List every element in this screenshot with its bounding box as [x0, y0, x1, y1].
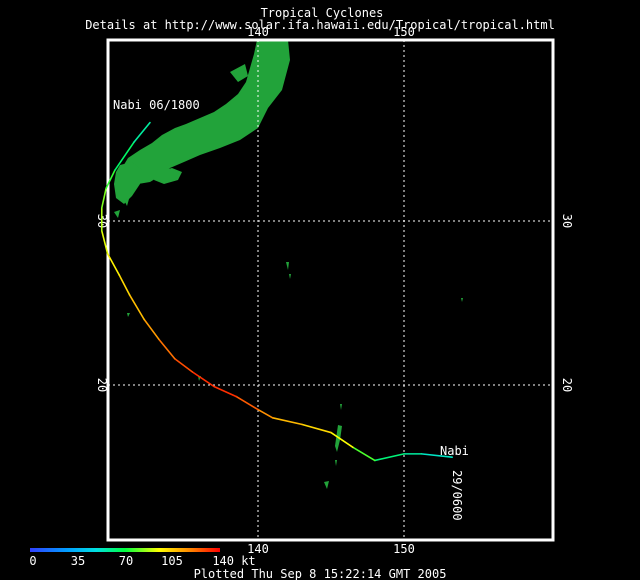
intensity-legend: 0 35 70 105 140 kt: [29, 548, 256, 568]
ryukyu-island-1: [114, 210, 120, 218]
track-segment: [106, 253, 121, 276]
kyushu-landmass: [114, 162, 142, 204]
land-masses: [114, 40, 463, 489]
track-segment: [128, 293, 145, 321]
track-segment: [352, 446, 376, 462]
top-lon-label-150: 150: [393, 25, 415, 39]
track-segment: [420, 453, 453, 458]
marianas-island-3: [340, 404, 342, 410]
track-segment: [143, 318, 160, 340]
lat-lon-grid: [108, 40, 553, 540]
map-frame: [106, 38, 555, 542]
storm-start-name: Nabi: [440, 444, 469, 458]
track-segment: [373, 453, 405, 462]
izu-island-1: [286, 262, 289, 270]
right-lat-label-20: 20: [560, 378, 574, 392]
storm-track: [100, 121, 453, 462]
bottom-lon-label-150: 150: [393, 542, 415, 556]
track-segment: [191, 371, 215, 388]
izu-island-2: [289, 274, 291, 279]
marianas-island-4: [335, 460, 337, 466]
marianas-island-2: [324, 481, 329, 489]
track-segment: [133, 121, 151, 144]
island-6: [461, 298, 463, 302]
top-lon-label-140: 140: [247, 25, 269, 39]
track-segment: [100, 230, 109, 255]
legend-label-105: 105: [161, 554, 183, 568]
track-segment: [257, 408, 274, 419]
shikoku-landmass: [154, 168, 182, 184]
track-segment: [235, 395, 259, 411]
legend-label-0: 0: [29, 554, 36, 568]
honshu-landmass: [122, 40, 290, 184]
plotted-timestamp: Plotted Thu Sep 8 15:22:14 GMT 2005: [194, 567, 447, 580]
axis-labels: 140 150 140 150 30 20 30 20: [95, 25, 574, 556]
legend-label-140: 140 kt: [212, 554, 255, 568]
track-segment: [157, 338, 176, 360]
bottom-lon-label-140: 140: [247, 542, 269, 556]
storm-start-time: 29/0600: [450, 470, 464, 521]
hokkaido-tip-landmass: [230, 64, 248, 82]
track-segment: [300, 423, 332, 434]
legend-label-70: 70: [119, 554, 133, 568]
legend-label-35: 35: [71, 554, 85, 568]
track-segment: [213, 385, 237, 398]
legend-color-bar: [30, 548, 220, 552]
track-segment: [330, 431, 354, 449]
ryukyu-island-2: [124, 199, 129, 206]
storm-end-label: Nabi 06/1800: [113, 98, 200, 112]
track-segment: [100, 187, 107, 209]
track-segment: [271, 416, 303, 426]
track-segment: [173, 357, 194, 373]
track-segment: [118, 274, 131, 296]
island-7: [127, 313, 130, 317]
right-lat-label-30: 30: [560, 214, 574, 228]
track-segment: [105, 169, 116, 189]
left-lat-label-20: 20: [95, 378, 109, 392]
track-segment: [114, 141, 135, 171]
map-subtitle: Details at http://www.solar.ifa.hawaii.e…: [85, 18, 555, 32]
map-title: Tropical Cyclones: [261, 6, 384, 20]
